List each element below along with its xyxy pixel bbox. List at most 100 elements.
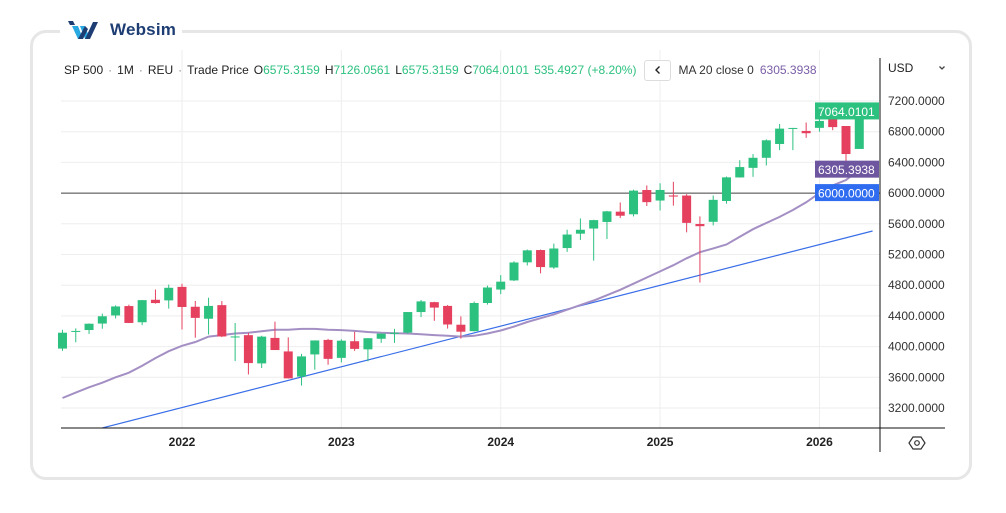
candle <box>708 195 718 226</box>
candle <box>403 312 413 334</box>
candle-body <box>522 250 532 263</box>
candle <box>389 328 399 343</box>
y-tick-label: 6800.0000 <box>888 125 945 139</box>
candle <box>97 313 107 329</box>
candle <box>536 249 546 274</box>
ma-value: 6305.3938 <box>759 63 817 77</box>
open-label: O <box>253 63 264 77</box>
candle-body <box>164 287 174 301</box>
websim-logo-icon <box>68 21 98 39</box>
candle-body <box>297 356 307 377</box>
trend-line <box>102 230 873 429</box>
y-tick-label: 4800.0000 <box>888 278 945 292</box>
candle-body <box>482 287 492 303</box>
candle <box>589 219 599 261</box>
candle <box>190 300 200 338</box>
open-value: 6575.3159 <box>263 63 320 77</box>
hline-price-label: 6000.0000 <box>818 187 875 201</box>
candle <box>629 189 639 217</box>
candle <box>602 210 612 239</box>
candle-body <box>682 195 692 223</box>
candle <box>469 301 479 332</box>
close-label: C <box>463 63 473 77</box>
candle-body <box>761 140 771 158</box>
candle-body <box>496 281 506 290</box>
candle <box>111 305 121 319</box>
chart-header-row: SP 500 · 1M · REU · Trade Price O 6575.3159 … <box>64 59 817 81</box>
candle-body <box>323 339 333 359</box>
ma-label: MA 20 close 0 <box>678 63 754 77</box>
candle <box>655 183 665 211</box>
low-label: L <box>395 63 402 77</box>
candle <box>841 126 851 168</box>
chart-card <box>30 30 972 480</box>
candle-body <box>416 301 426 313</box>
candle-body <box>111 306 121 316</box>
candle <box>283 337 293 379</box>
candle <box>137 299 147 326</box>
candle-body <box>230 336 240 338</box>
candle <box>57 329 67 351</box>
separator: · <box>108 63 113 77</box>
candle <box>204 297 214 335</box>
candle-body <box>389 332 399 334</box>
candle <box>177 283 187 330</box>
candle-body <box>642 190 652 203</box>
candle-body <box>602 211 612 222</box>
ohlc-legend: SP 500 · 1M · REU · Trade Price O 6575.3159 … <box>64 63 636 77</box>
candle-body <box>629 190 639 215</box>
candle <box>456 316 466 339</box>
candle <box>828 117 838 131</box>
high-label: H <box>324 63 334 77</box>
candle <box>71 328 81 343</box>
candle <box>217 301 227 338</box>
ma-price-label: 6305.3938 <box>818 163 875 177</box>
candle-body <box>270 337 280 351</box>
low-value: 6575.3159 <box>401 63 459 77</box>
last-price-label-bg <box>815 102 879 120</box>
candle-body <box>589 220 599 229</box>
candle <box>522 249 532 266</box>
brand-name: Websim <box>110 20 177 39</box>
x-tick-label: 2025 <box>647 435 674 449</box>
y-tick-label: 6400.0000 <box>888 155 945 169</box>
candle-body <box>350 341 360 349</box>
candle-body <box>841 126 851 155</box>
currency-select[interactable]: USD <box>884 58 950 78</box>
candle-body <box>84 323 94 331</box>
candle-body <box>775 128 785 144</box>
candle <box>230 323 240 362</box>
candle <box>323 338 333 365</box>
candle-body <box>562 234 572 249</box>
collapse-legend-button[interactable] <box>644 59 672 81</box>
separator: · <box>138 63 143 77</box>
price-type: Trade Price <box>187 63 249 77</box>
candle-body <box>575 229 585 234</box>
candle <box>668 181 678 206</box>
candle <box>350 331 360 351</box>
candle-body <box>429 302 439 308</box>
ma-price-label-bg <box>815 160 879 178</box>
candle-body <box>854 111 864 149</box>
candle-body <box>71 330 81 332</box>
candle <box>150 289 160 304</box>
change-value: 535.4927 (+8.20%) <box>534 63 637 77</box>
y-tick-label: 7200.0000 <box>888 94 945 108</box>
candle <box>761 139 771 166</box>
candle <box>801 122 811 138</box>
candle-body <box>243 335 253 364</box>
candle-body <box>708 199 718 222</box>
gear-icon[interactable] <box>908 434 926 452</box>
candle <box>642 185 652 206</box>
chevron-down-icon <box>939 66 945 70</box>
candle-body <box>257 336 267 364</box>
candle <box>443 305 453 329</box>
ma-indicator-legend[interactable]: MA 20 close 0 6305.3938 <box>678 63 816 77</box>
candle-body <box>283 351 293 379</box>
y-tick-label: 3200.0000 <box>888 401 945 415</box>
candle-body <box>403 312 413 333</box>
candle-body <box>549 248 559 268</box>
candle <box>270 321 280 351</box>
candle-body <box>735 167 745 178</box>
